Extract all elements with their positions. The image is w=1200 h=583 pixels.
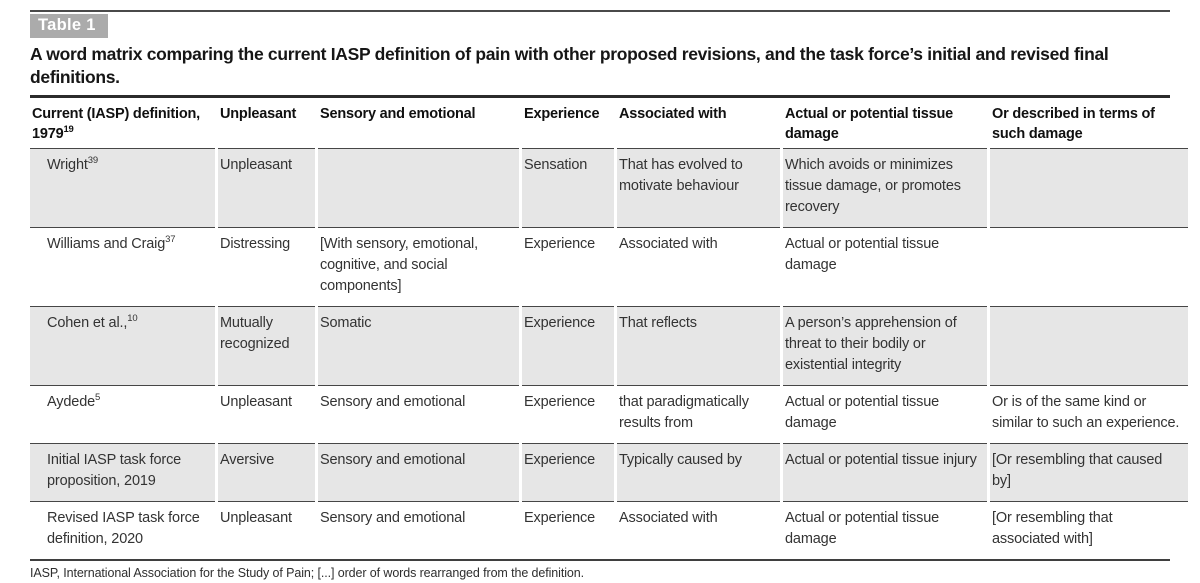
cell: Unpleasant <box>218 501 315 559</box>
table-row-williams-craig: Williams and Craig37 Distressing [With s… <box>30 227 1188 306</box>
row-label-text: Aydede <box>47 394 96 410</box>
row-label: Initial IASP task force proposition, 201… <box>30 443 215 501</box>
cell: Experience <box>522 443 614 501</box>
column-header-sensory-emotional: Sensory and emotional <box>320 106 476 122</box>
cell <box>990 227 1188 306</box>
column-header-described-in-terms: Or described in terms of such damage <box>992 106 1155 142</box>
row-label-text: Revised IASP task force definition, 2020 <box>47 510 200 547</box>
cell: [Or resembling that caused by] <box>990 443 1188 501</box>
table-footnote: IASP, International Association for the … <box>30 566 584 580</box>
row-label: Aydede5 <box>30 385 215 443</box>
cell: That reflects <box>617 306 780 385</box>
table-row-wright: Wright39 Unpleasant Sensation That has e… <box>30 148 1188 227</box>
cell: that paradigmatically results from <box>617 385 780 443</box>
table-row-initial-proposition: Initial IASP task force proposition, 201… <box>30 443 1188 501</box>
row-label-text: Cohen et al., <box>47 315 128 331</box>
cell: Sensation <box>522 148 614 227</box>
table-row-aydede: Aydede5 Unpleasant Sensory and emotional… <box>30 385 1188 443</box>
cell: Sensory and emotional <box>318 385 519 443</box>
cell: [With sensory, emotional, cognitive, and… <box>318 227 519 306</box>
column-header-unpleasant: Unpleasant <box>220 106 297 122</box>
cell: Actual or potential tissue damage <box>783 501 987 559</box>
row-label-text: Initial IASP task force proposition, 201… <box>47 452 182 489</box>
row-label: Williams and Craig37 <box>30 227 215 306</box>
cell: Associated with <box>617 501 780 559</box>
row-label-text: Wright <box>47 157 88 173</box>
cell: Typically caused by <box>617 443 780 501</box>
cell: Sensory and emotional <box>318 501 519 559</box>
reference-superscript: 19 <box>63 124 74 136</box>
cell: Experience <box>522 501 614 559</box>
row-label: Wright39 <box>30 148 215 227</box>
cell: Unpleasant <box>218 385 315 443</box>
row-label: Cohen et al.,10 <box>30 306 215 385</box>
header-row: Current (IASP) definition, 197919 Unplea… <box>30 98 1188 148</box>
cell: Aversive <box>218 443 315 501</box>
table-caption: A word matrix comparing the current IASP… <box>30 44 1109 87</box>
row-label-text: Williams and Craig <box>47 236 166 252</box>
column-header-tissue-damage: Actual or potential tissue damage <box>785 106 954 142</box>
cell: Experience <box>522 227 614 306</box>
cell <box>318 148 519 227</box>
cell: Somatic <box>318 306 519 385</box>
cell: Mutually recognized <box>218 306 315 385</box>
table-number-badge: Table 1 <box>30 14 108 38</box>
column-header-label: Current (IASP) definition, 1979 <box>32 106 200 142</box>
cell: That has evolved to motivate behaviour <box>617 148 780 227</box>
reference-superscript: 10 <box>127 313 138 325</box>
definition-table: Current (IASP) definition, 197919 Unplea… <box>27 98 1191 559</box>
reference-superscript: 39 <box>87 155 99 167</box>
cell: Distressing <box>218 227 315 306</box>
cell: Experience <box>522 306 614 385</box>
cell: Experience <box>522 385 614 443</box>
cell <box>990 306 1188 385</box>
column-header-experience: Experience <box>524 106 600 122</box>
table-row-revised-definition: Revised IASP task force definition, 2020… <box>30 501 1188 559</box>
cell: Associated with <box>617 227 780 306</box>
cell: [Or resembling that associated with] <box>990 501 1188 559</box>
row-label: Revised IASP task force definition, 2020 <box>30 501 215 559</box>
cell: A person’s apprehension of threat to the… <box>783 306 987 385</box>
cell: Unpleasant <box>218 148 315 227</box>
cell: Sensory and emotional <box>318 443 519 501</box>
cell: Actual or potential tissue damage <box>783 385 987 443</box>
cell: Or is of the same kind or similar to suc… <box>990 385 1188 443</box>
column-header-associated-with: Associated with <box>619 106 727 122</box>
cell: Which avoids or minimizes tissue damage,… <box>783 148 987 227</box>
definition-table-container: Current (IASP) definition, 197919 Unplea… <box>30 95 1188 561</box>
cell: Actual or potential tissue injury <box>783 443 987 501</box>
reference-superscript: 37 <box>165 234 176 246</box>
cell <box>990 148 1188 227</box>
cell: Actual or potential tissue damage <box>783 227 987 306</box>
column-header-current-definition: Current (IASP) definition, 197919 <box>30 98 215 148</box>
top-rule <box>30 10 1170 12</box>
table-row-cohen: Cohen et al.,10 Mutually recognized Soma… <box>30 306 1188 385</box>
reference-superscript: 5 <box>95 392 101 404</box>
